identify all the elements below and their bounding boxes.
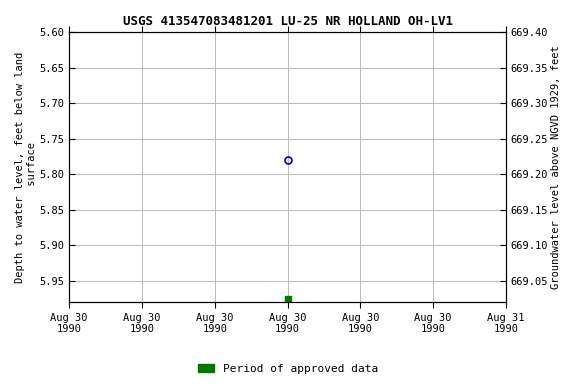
Y-axis label: Depth to water level, feet below land
 surface: Depth to water level, feet below land su…: [15, 51, 37, 283]
Legend: Period of approved data: Period of approved data: [193, 359, 383, 379]
Y-axis label: Groundwater level above NGVD 1929, feet: Groundwater level above NGVD 1929, feet: [551, 45, 561, 289]
Title: USGS 413547083481201 LU-25 NR HOLLAND OH-LV1: USGS 413547083481201 LU-25 NR HOLLAND OH…: [123, 15, 453, 28]
